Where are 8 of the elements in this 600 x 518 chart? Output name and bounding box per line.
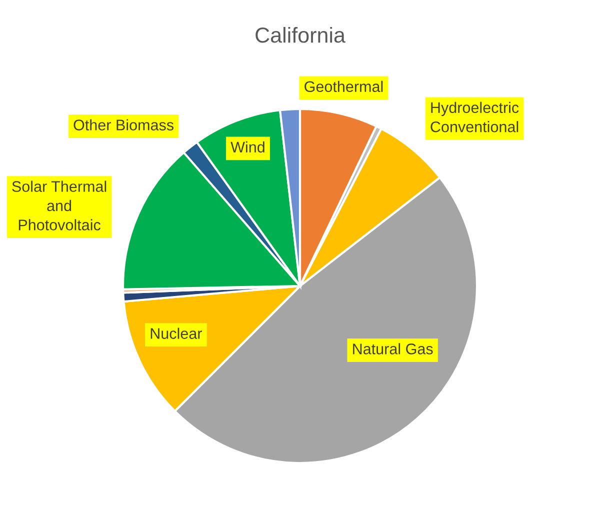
slice-label: Hydroelectric Conventional <box>430 102 519 132</box>
slice-label: Other Biomass <box>74 119 174 130</box>
slice-label: Wind <box>230 141 264 153</box>
slice-label: Solar Thermal and Photovoltaic <box>12 180 106 230</box>
chart-title: California <box>256 26 346 43</box>
slice-label: Geothermal <box>304 80 383 92</box>
slice-label: Natural Gas <box>353 343 433 354</box>
slice-label: Nuclear <box>150 328 202 339</box>
